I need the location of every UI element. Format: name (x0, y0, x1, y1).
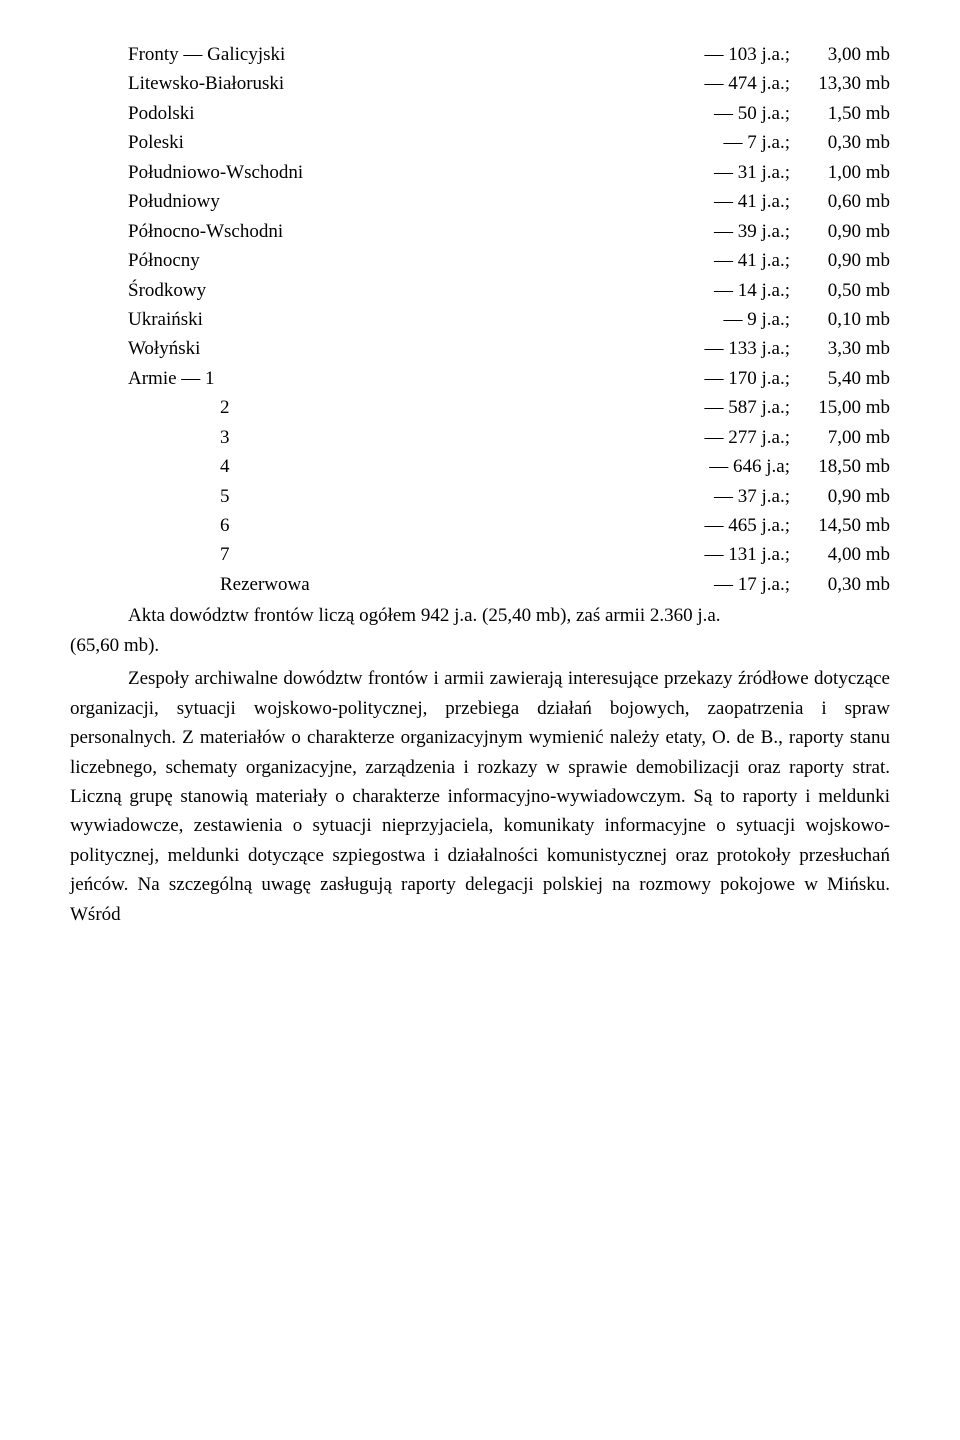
table-row: Rezerwowa — 17 j.a.;0,30 mb (70, 570, 890, 599)
row-size: 0,90 mb (790, 246, 890, 275)
row-number: — 103 j.a.; (660, 40, 790, 69)
table-row: 6 — 465 j.a.;14,50 mb (70, 511, 890, 540)
row-size: 0,50 mb (790, 276, 890, 305)
row-size: 1,00 mb (790, 158, 890, 187)
row-number: — 277 j.a.; (660, 423, 790, 452)
row-label: 4 (70, 452, 230, 481)
row-label: Północno-Wschodni (70, 217, 283, 246)
summary-line-1: Akta dowództw frontów liczą ogółem 942 j… (70, 601, 890, 630)
row-number: — 465 j.a.; (660, 511, 790, 540)
table-row: Ukraiński — 9 j.a.;0,10 mb (70, 305, 890, 334)
row-label: Poleski (70, 128, 184, 157)
army-list: Armie — 1 — 170 j.a.; 5,40 mb 2 — 587 j.a… (70, 364, 890, 600)
document-page: Fronty — Galicyjski — 103 j.a.; 3,00 mb … (0, 0, 960, 929)
row-number: — 17 j.a.; (660, 570, 790, 599)
row-number: — 41 j.a.; (660, 246, 790, 275)
row-number: — 50 j.a.; (660, 99, 790, 128)
body-paragraph: Zespoły archiwalne dowództw frontów i ar… (70, 664, 890, 929)
row-number: — 9 j.a.; (660, 305, 790, 334)
table-row: Litewsko-Białoruski — 474 j.a.;13,30 mb (70, 69, 890, 98)
row-size: 3,30 mb (790, 334, 890, 363)
body-text: Zespoły archiwalne dowództw frontów i ar… (70, 664, 890, 929)
table-row: Armie — 1 — 170 j.a.; 5,40 mb (70, 364, 890, 393)
table-row: Północny — 41 j.a.;0,90 mb (70, 246, 890, 275)
row-size: 3,00 mb (790, 40, 890, 69)
row-number: — 646 j.a; (660, 452, 790, 481)
row-label: Ukraiński (70, 305, 203, 334)
row-size: 1,50 mb (790, 99, 890, 128)
row-label: Armie — 1 (70, 364, 308, 393)
row-size: 18,50 mb (790, 452, 890, 481)
row-label: Rezerwowa (70, 570, 310, 599)
row-size: 13,30 mb (790, 69, 890, 98)
row-number: — 170 j.a.; (660, 364, 790, 393)
table-row: 7 — 131 j.a.;4,00 mb (70, 540, 890, 569)
table-row: 4 — 646 j.a;18,50 mb (70, 452, 890, 481)
table-row: 2 — 587 j.a.;15,00 mb (70, 393, 890, 422)
row-number: — 37 j.a.; (660, 482, 790, 511)
row-label: 7 (70, 540, 230, 569)
row-size: 0,90 mb (790, 217, 890, 246)
row-size: 0,10 mb (790, 305, 890, 334)
summary-paragraph: Akta dowództw frontów liczą ogółem 942 j… (70, 601, 890, 630)
table-row: Południowo-Wschodni — 31 j.a.;1,00 mb (70, 158, 890, 187)
row-label: Podolski (70, 99, 195, 128)
row-number: — 41 j.a.; (660, 187, 790, 216)
row-number: — 587 j.a.; (660, 393, 790, 422)
row-label: 3 (70, 423, 230, 452)
table-row: Poleski — 7 j.a.;0,30 mb (70, 128, 890, 157)
table-row: 5 — 37 j.a.;0,90 mb (70, 482, 890, 511)
row-size: 0,30 mb (790, 128, 890, 157)
table-row: Środkowy — 14 j.a.;0,50 mb (70, 276, 890, 305)
row-size: 15,00 mb (790, 393, 890, 422)
row-label: Południowy (70, 187, 220, 216)
row-number: — 31 j.a.; (660, 158, 790, 187)
row-size: 4,00 mb (790, 540, 890, 569)
row-number: — 39 j.a.; (660, 217, 790, 246)
table-row: 3 — 277 j.a.;7,00 mb (70, 423, 890, 452)
summary-line-2: (65,60 mb). (70, 631, 890, 660)
row-number: — 133 j.a.; (660, 334, 790, 363)
table-row: Wołyński — 133 j.a.;3,30 mb (70, 334, 890, 363)
table-row: Północno-Wschodni — 39 j.a.;0,90 mb (70, 217, 890, 246)
row-label: 5 (70, 482, 230, 511)
row-size: 0,60 mb (790, 187, 890, 216)
row-number: — 7 j.a.; (660, 128, 790, 157)
row-size: 7,00 mb (790, 423, 890, 452)
table-row: Południowy — 41 j.a.;0,60 mb (70, 187, 890, 216)
row-label: Litewsko-Białoruski (70, 69, 284, 98)
row-label: 6 (70, 511, 230, 540)
table-row: Fronty — Galicyjski — 103 j.a.; 3,00 mb (70, 40, 890, 69)
row-label: Południowo-Wschodni (70, 158, 303, 187)
row-size: 0,90 mb (790, 482, 890, 511)
table-row: Podolski — 50 j.a.;1,50 mb (70, 99, 890, 128)
row-label: Fronty — Galicyjski (70, 40, 285, 69)
row-number: — 131 j.a.; (660, 540, 790, 569)
front-list: Fronty — Galicyjski — 103 j.a.; 3,00 mb … (70, 40, 890, 364)
row-label: Środkowy (70, 276, 206, 305)
row-number: — 14 j.a.; (660, 276, 790, 305)
row-number: — 474 j.a.; (660, 69, 790, 98)
row-size: 0,30 mb (790, 570, 890, 599)
row-label: Wołyński (70, 334, 200, 363)
row-size: 5,40 mb (790, 364, 890, 393)
row-label: 2 (70, 393, 230, 422)
row-size: 14,50 mb (790, 511, 890, 540)
row-label: Północny (70, 246, 200, 275)
